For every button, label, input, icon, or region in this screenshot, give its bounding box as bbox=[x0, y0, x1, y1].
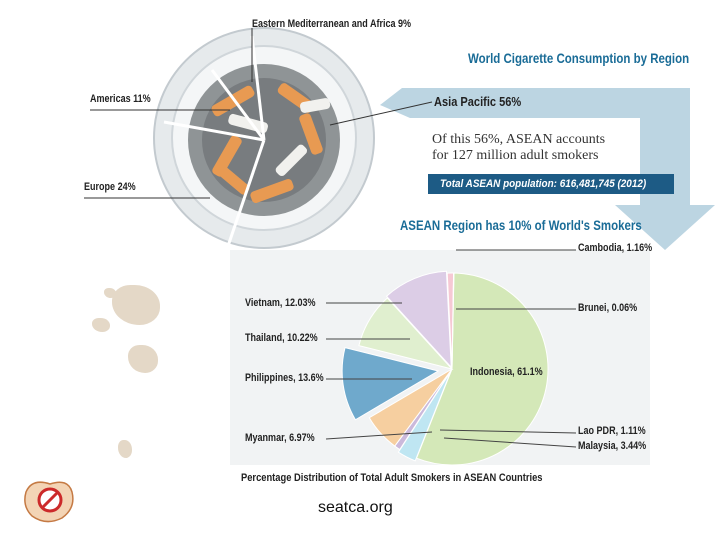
asean-note: Of this 56%, ASEAN accounts for 127 mill… bbox=[432, 132, 672, 164]
label-asia-pacific: Asia Pacific 56% bbox=[434, 94, 522, 109]
callout-arrow bbox=[380, 88, 715, 250]
ashtray-image bbox=[153, 27, 375, 253]
pie-slice-myanmar bbox=[368, 368, 453, 447]
asean-pie-chart bbox=[341, 270, 549, 466]
source-link[interactable]: seatca.org bbox=[318, 499, 393, 516]
pie-leader-line bbox=[443, 437, 577, 448]
population-bar: Total ASEAN population: 616,481,745 (201… bbox=[428, 174, 674, 194]
map-fragment bbox=[128, 345, 158, 373]
slice-label-malaysia: Malaysia, 3.44% bbox=[578, 440, 647, 452]
pie-slice-brunei bbox=[451, 272, 455, 370]
pie-slice-vietnam bbox=[385, 270, 452, 369]
pie-subtitle: ASEAN Region has 10% of World's Smokers bbox=[400, 217, 642, 233]
chart-title: World Cigarette Consumption by Region bbox=[468, 50, 690, 66]
slice-label-philippines: Philippines, 13.6% bbox=[245, 372, 324, 384]
asean-note-line2: for 127 million adult smokers bbox=[432, 148, 599, 163]
label-emro: Eastern Mediterranean and Africa 9% bbox=[252, 18, 412, 30]
pie-slice-thailand bbox=[358, 297, 454, 370]
asean-note-line1: Of this 56%, ASEAN accounts bbox=[432, 132, 606, 147]
pie-slice-malaysia bbox=[397, 371, 452, 462]
label-europe: Europe 24% bbox=[84, 181, 136, 193]
slice-label-lao: Lao PDR, 1.11% bbox=[578, 425, 646, 437]
slice-label-brunei: Brunei, 0.06% bbox=[578, 302, 638, 314]
pie-slice-philippines bbox=[341, 346, 440, 421]
no-smoking-logo bbox=[24, 481, 74, 523]
slice-label-myanmar: Myanmar, 6.97% bbox=[245, 432, 315, 444]
slice-label-indonesia: Indonesia, 61.1% bbox=[470, 366, 543, 378]
pie-slice-indonesia bbox=[415, 272, 549, 466]
map-fragment bbox=[104, 288, 116, 298]
pie-leader-line bbox=[439, 429, 577, 434]
pie-leader-lines bbox=[325, 249, 577, 448]
label-americas: Americas 11% bbox=[90, 93, 151, 105]
map-fragment bbox=[92, 318, 110, 332]
population-text: Total ASEAN population: 616,481,745 (201… bbox=[440, 178, 647, 190]
slice-label-thailand: Thailand, 10.22% bbox=[245, 332, 318, 344]
pie-leader-line bbox=[325, 431, 433, 440]
slice-label-vietnam: Vietnam, 12.03% bbox=[245, 297, 316, 309]
slice-label-cambodia: Cambodia, 1.16% bbox=[578, 242, 653, 254]
pie-caption: Percentage Distribution of Total Adult S… bbox=[241, 472, 543, 484]
map-fragment bbox=[118, 440, 132, 458]
cigarette-butts bbox=[211, 83, 331, 204]
map-fragment bbox=[112, 285, 160, 325]
